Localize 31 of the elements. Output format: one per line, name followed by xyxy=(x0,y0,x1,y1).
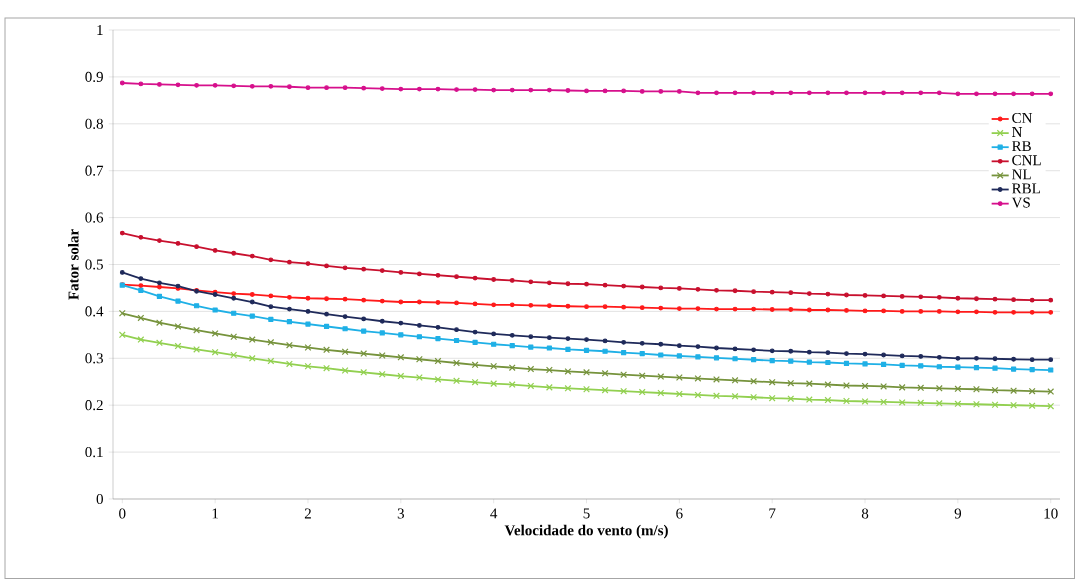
legend-label: RBL xyxy=(1012,183,1040,194)
legend-label: CNL xyxy=(1012,155,1041,166)
y-tick-label: 0.6 xyxy=(85,212,104,223)
legend-label: VS xyxy=(1011,197,1030,208)
legend-label: NL xyxy=(1012,169,1031,180)
y-tick-label: 0.1 xyxy=(85,447,103,458)
x-tick-label: 9 xyxy=(954,508,962,519)
y-axis-title: Fator solar xyxy=(68,229,79,300)
x-tick-label: 10 xyxy=(1044,508,1058,519)
y-tick-label: 0.8 xyxy=(85,118,103,129)
x-tick-label: 8 xyxy=(861,508,869,519)
x-tick-label: 0 xyxy=(119,508,126,519)
legend-label: RB xyxy=(1012,141,1031,152)
y-tick-label: 1 xyxy=(97,25,103,35)
y-tick-label: 0.7 xyxy=(85,165,104,176)
y-tick-label: 0.9 xyxy=(85,71,103,82)
x-tick-label: 2 xyxy=(304,508,311,519)
y-tick-label: 0.4 xyxy=(85,306,104,317)
legend-label: CN xyxy=(1012,112,1033,123)
x-tick-label: 6 xyxy=(676,508,683,519)
x-tick-label: 5 xyxy=(583,508,590,519)
y-tick-label: 0.5 xyxy=(85,259,103,270)
x-tick-label: 1 xyxy=(212,508,218,519)
x-axis-title: Velocidade do vento (m/s) xyxy=(504,524,668,539)
x-tick-label: 7 xyxy=(769,508,776,519)
x-tick-label: 3 xyxy=(397,508,404,519)
y-tick-label: 0 xyxy=(96,493,103,505)
legend-label: N xyxy=(1012,127,1023,137)
x-tick-label: 4 xyxy=(490,508,498,519)
y-tick-label: 0.3 xyxy=(85,353,103,364)
y-tick-label: 0.2 xyxy=(85,400,103,411)
